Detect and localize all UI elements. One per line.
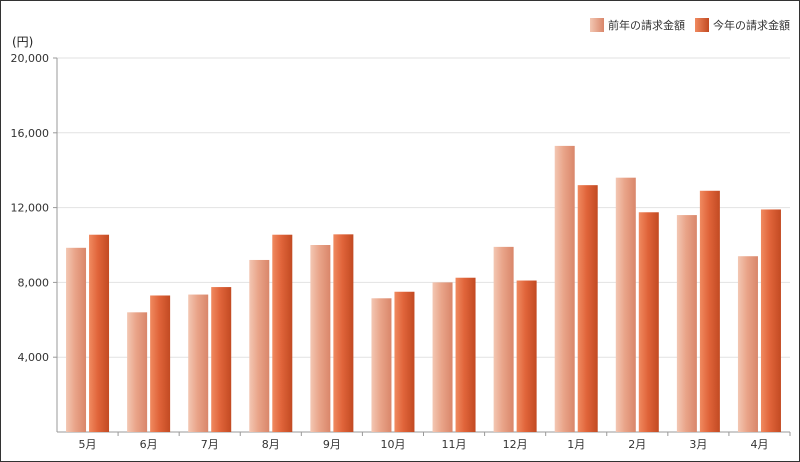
bar-previous-year — [66, 247, 87, 432]
x-tick-label: 7月 — [201, 438, 219, 451]
y-tick-label: 12,000 — [11, 202, 50, 215]
legend-label-previous-year: 前年の請求金額 — [608, 19, 685, 32]
bar-current-year — [455, 277, 476, 432]
x-tick-label: 9月 — [323, 438, 341, 451]
bar-current-year — [211, 287, 232, 432]
bar-previous-year — [249, 259, 270, 432]
bar-current-year — [394, 291, 415, 432]
y-tick-label: 4,000 — [18, 351, 50, 364]
x-tick-label: 5月 — [79, 438, 97, 451]
x-tick-label: 2月 — [628, 438, 646, 451]
y-tick-label: 8,000 — [18, 276, 50, 289]
x-tick-label: 12月 — [503, 438, 528, 451]
bar-current-year — [699, 190, 720, 432]
bar-current-year — [638, 212, 659, 432]
bar-current-year — [760, 209, 781, 432]
x-tick-label: 1月 — [567, 438, 585, 451]
x-tick-label: 10月 — [380, 438, 405, 451]
y-tick-label: 16,000 — [11, 127, 50, 140]
bar-previous-year — [737, 256, 758, 432]
legend-swatch-previous-year — [590, 18, 604, 32]
x-tick-label: 11月 — [442, 438, 467, 451]
bar-previous-year — [676, 215, 697, 432]
bar-previous-year — [554, 145, 575, 432]
legend-item-previous-year: 前年の請求金額 — [590, 17, 685, 33]
bar-previous-year — [432, 282, 453, 432]
bar-current-year — [333, 234, 354, 432]
x-tick-label: 6月 — [140, 438, 158, 451]
bar-current-year — [516, 280, 537, 432]
bar-previous-year — [615, 177, 636, 432]
legend-label-current-year: 今年の請求金額 — [713, 19, 790, 32]
bar-current-year — [150, 295, 171, 432]
bar-previous-year — [371, 298, 392, 432]
x-tick-label: 4月 — [750, 438, 768, 451]
bar-previous-year — [127, 312, 148, 432]
x-tick-label: 8月 — [262, 438, 280, 451]
bar-current-year — [272, 234, 293, 432]
x-tick-label: 3月 — [689, 438, 707, 451]
y-tick-label: 20,000 — [11, 52, 50, 65]
y-axis-unit-label: (円) — [12, 35, 34, 49]
chart-legend: 前年の請求金額 今年の請求金額 — [590, 17, 790, 33]
bar-previous-year — [493, 246, 514, 432]
bar-previous-year — [188, 294, 209, 432]
legend-swatch-current-year — [695, 18, 709, 32]
bar-previous-year — [310, 245, 331, 432]
legend-item-current-year: 今年の請求金額 — [695, 17, 790, 33]
bar-current-year — [89, 234, 110, 432]
bar-current-year — [577, 185, 598, 432]
